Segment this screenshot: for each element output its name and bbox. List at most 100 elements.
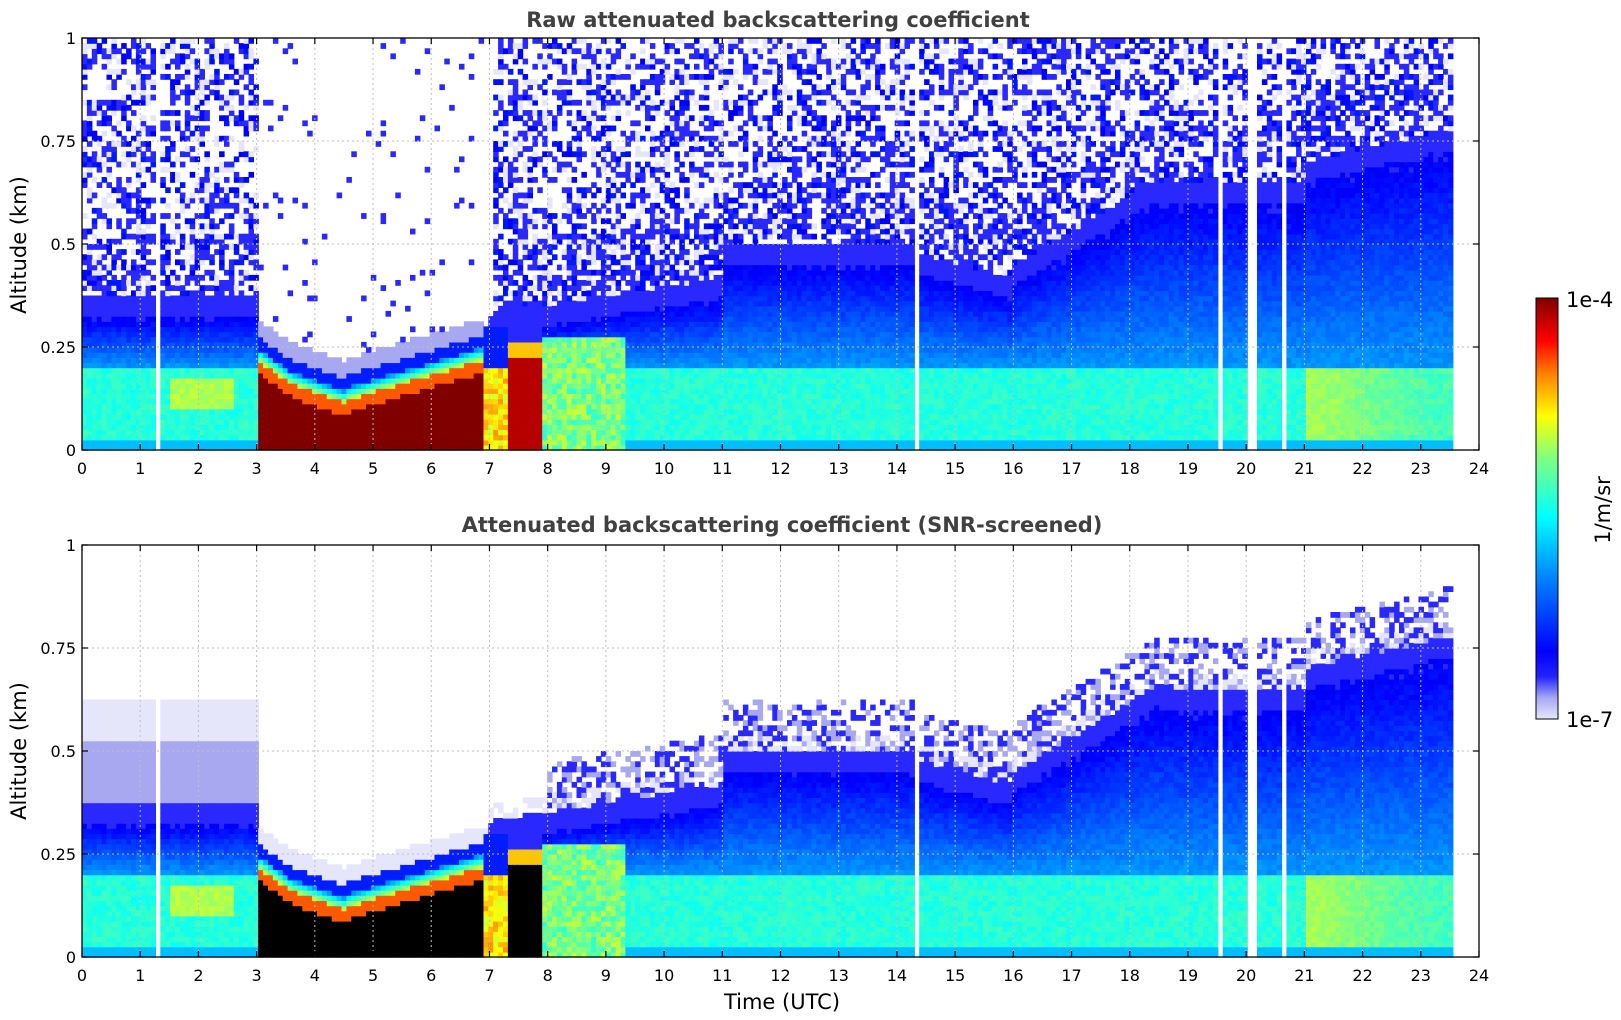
heatmap-cell [102, 352, 108, 358]
heatmap-cell [131, 162, 137, 168]
heatmap-cell [131, 399, 137, 405]
heatmap-cell [126, 326, 132, 332]
heatmap-cell [102, 265, 108, 271]
heatmap-cell [170, 84, 176, 90]
heatmap-cell [111, 187, 117, 193]
heatmap-cell [107, 285, 113, 291]
heatmap-cell [102, 290, 108, 296]
heatmap-cell [165, 440, 171, 446]
heatmap-cell [180, 53, 186, 59]
heatmap-cell [141, 182, 147, 188]
heatmap-cell [185, 84, 191, 90]
heatmap-cell [92, 440, 98, 446]
heatmap-cell [111, 404, 117, 410]
heatmap-cell [126, 440, 132, 446]
heatmap-cell [121, 316, 127, 322]
heatmap-cell [126, 177, 132, 183]
heatmap-cell [121, 95, 127, 101]
heatmap-cell [170, 424, 176, 430]
heatmap-cell [126, 306, 132, 312]
heatmap-cell [126, 270, 132, 276]
heatmap-cell [82, 393, 88, 399]
heatmap-cell [97, 429, 103, 435]
heatmap-cell [121, 249, 127, 255]
heatmap-cell [121, 69, 127, 75]
heatmap-cell [160, 316, 166, 322]
heatmap-cell [116, 352, 122, 358]
heatmap-cell [170, 234, 176, 240]
heatmap-cell [97, 321, 103, 327]
heatmap-cell [131, 270, 137, 276]
heatmap-cell [170, 100, 176, 106]
heatmap-cell [126, 424, 132, 430]
heatmap-cell [121, 357, 127, 363]
heatmap-cell [131, 429, 137, 435]
heatmap-cell [151, 409, 157, 415]
heatmap-cell [175, 409, 181, 415]
heatmap-cell [131, 100, 137, 106]
heatmap-cell [195, 399, 201, 405]
heatmap-cell [146, 126, 152, 132]
heatmap-cell [180, 203, 186, 209]
heatmap-cell [165, 337, 171, 343]
heatmap-cell [116, 141, 122, 147]
heatmap-cell [107, 69, 113, 75]
heatmap-cell [165, 151, 171, 157]
heatmap-cell [165, 321, 171, 327]
heatmap-cell [185, 409, 191, 415]
heatmap-cell [146, 100, 152, 106]
heatmap-cell [180, 357, 186, 363]
heatmap-cell [131, 332, 137, 338]
heatmap-cell [146, 203, 152, 209]
heatmap-cell [116, 193, 122, 199]
heatmap-cell [190, 38, 196, 44]
heatmap-cell [185, 223, 191, 229]
heatmap-cell [111, 141, 117, 147]
heatmap-cell [170, 79, 176, 85]
heatmap-cell [185, 429, 191, 435]
heatmap-cell [126, 419, 132, 425]
heatmap-cell [190, 362, 196, 368]
heatmap-cell [151, 79, 157, 85]
heatmap-cell [107, 74, 113, 80]
heatmap-cell [165, 126, 171, 132]
heatmap-cell [180, 259, 186, 265]
heatmap-cell [92, 208, 98, 214]
heatmap-cell [111, 332, 117, 338]
heatmap-cell [116, 383, 122, 389]
heatmap-cell [151, 357, 157, 363]
heatmap-cell [146, 198, 152, 204]
heatmap-cell [107, 362, 113, 368]
heatmap-cell [141, 347, 147, 353]
heatmap-cell [87, 259, 93, 265]
heatmap-cell [175, 249, 181, 255]
heatmap-cell [97, 110, 103, 116]
heatmap-cell [151, 429, 157, 435]
heatmap-cell [97, 270, 103, 276]
heatmap-cell [87, 424, 93, 430]
heatmap-cell [195, 393, 201, 399]
heatmap-cell [107, 409, 113, 415]
heatmap-cell [87, 244, 93, 250]
heatmap-cell [175, 126, 181, 132]
heatmap-cell [190, 244, 196, 250]
heatmap-cell [146, 404, 152, 410]
heatmap-cell [170, 48, 176, 54]
heatmap-cell [170, 120, 176, 126]
heatmap-cell [111, 368, 117, 374]
heatmap-cell [97, 424, 103, 430]
heatmap-cell [126, 368, 132, 374]
heatmap-cell [97, 306, 103, 312]
heatmap-cell [107, 347, 113, 353]
heatmap-cell [175, 120, 181, 126]
heatmap-cell [97, 362, 103, 368]
heatmap-cell [116, 440, 122, 446]
heatmap-cell [195, 296, 201, 302]
heatmap-cell [165, 213, 171, 219]
heatmap-cell [141, 414, 147, 420]
heatmap-cell [87, 141, 93, 147]
heatmap-cell [165, 378, 171, 384]
heatmap-cell [107, 105, 113, 111]
heatmap-cell [87, 383, 93, 389]
heatmap-cell [180, 337, 186, 343]
